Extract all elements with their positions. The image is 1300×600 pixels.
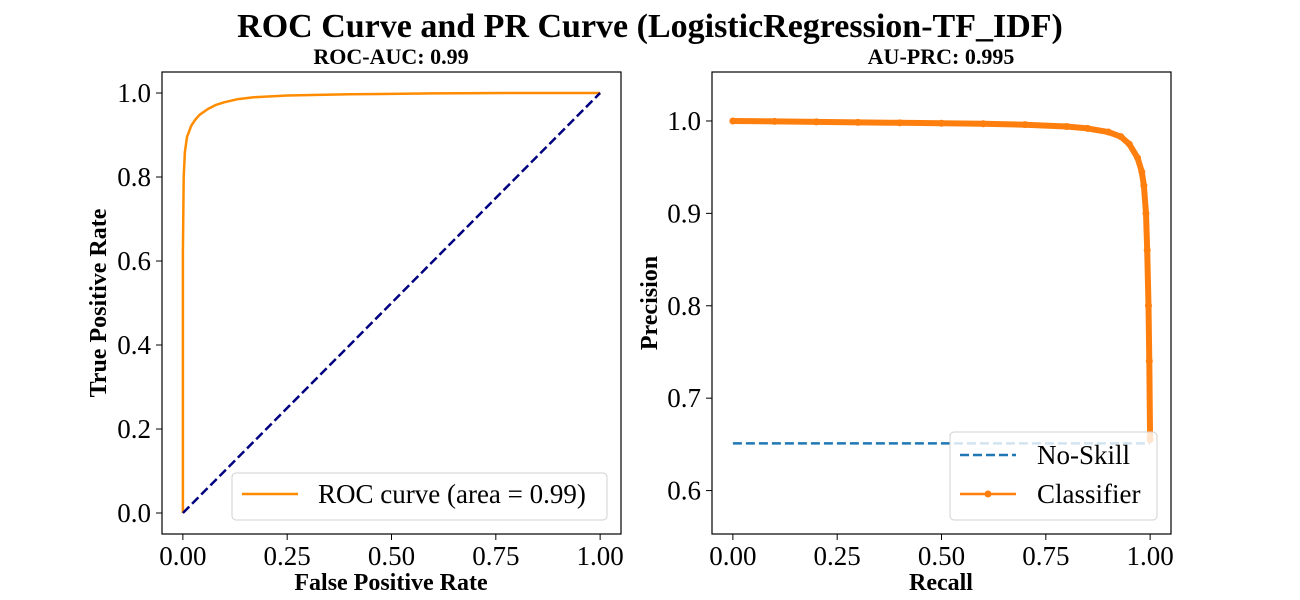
pr-x-tick-label: 0.50 bbox=[918, 541, 965, 571]
pr-x-tick-label: 0.00 bbox=[709, 541, 756, 571]
pr-point bbox=[979, 120, 987, 128]
roc-x-tick-label: 1.00 bbox=[577, 541, 624, 571]
pr-point bbox=[1063, 123, 1071, 131]
pr-x-ticks: 0.00 0.25 0.50 0.75 1.00 bbox=[709, 534, 1174, 571]
roc-series-diagonal-line bbox=[182, 92, 601, 514]
pr-chart: AU-PRC: 0.995 0.00 0.25 0.50 0.75 1.00 0.60.… bbox=[637, 44, 1174, 596]
roc-chart: ROC-AUC: 0.99 0.00 0.25 0.50 0.75 1.00 0.00.… bbox=[86, 44, 624, 596]
roc-x-tick-label: 0.00 bbox=[159, 541, 206, 571]
pr-point bbox=[1084, 124, 1092, 132]
pr-legend-marker-classifier bbox=[984, 490, 992, 498]
roc-x-tick-label: 0.50 bbox=[368, 541, 415, 571]
pr-point bbox=[896, 119, 904, 127]
pr-x-tick-label: 0.75 bbox=[1022, 541, 1069, 571]
pr-y-axis-label: Precision bbox=[637, 256, 663, 350]
pr-x-tick-label: 1.00 bbox=[1127, 541, 1174, 571]
pr-legend-label-noskill: No-Skill bbox=[1037, 440, 1130, 470]
roc-y-tick-label: 0.0 bbox=[117, 498, 151, 528]
roc-x-axis-label: False Positive Rate bbox=[294, 570, 488, 596]
pr-y-tick-label: 0.8 bbox=[667, 291, 701, 321]
roc-legend-box bbox=[231, 472, 608, 521]
roc-y-tick-label: 1.0 bbox=[117, 78, 151, 108]
pr-point bbox=[854, 118, 862, 126]
pr-x-axis-label: Recall bbox=[909, 570, 973, 596]
roc-x-tick-label: 0.75 bbox=[472, 541, 519, 571]
pr-y-tick-label: 0.6 bbox=[667, 476, 701, 506]
pr-point bbox=[938, 119, 945, 127]
pr-point bbox=[1104, 128, 1112, 136]
pr-point bbox=[812, 118, 820, 126]
pr-x-tick-label: 0.25 bbox=[814, 541, 861, 571]
roc-legend: ROC curve (area = 0.99) bbox=[231, 472, 608, 521]
pr-y-ticks: 0.6 0.7 0.8 0.9 1.0 bbox=[667, 106, 712, 506]
pr-point bbox=[1140, 182, 1148, 190]
pr-point bbox=[1145, 357, 1153, 365]
pr-series-classifier-line bbox=[732, 118, 1154, 440]
pr-point bbox=[1117, 133, 1125, 141]
pr-point bbox=[1143, 246, 1151, 254]
figure-title: ROC Curve and PR Curve (LogisticRegressi… bbox=[237, 8, 1063, 45]
pr-point bbox=[1142, 209, 1150, 217]
roc-y-axis-label: True Positive Rate bbox=[86, 208, 112, 397]
pr-point bbox=[1138, 168, 1146, 176]
roc-y-tick-label: 0.2 bbox=[117, 414, 151, 444]
roc-y-tick-label: 0.4 bbox=[117, 330, 151, 360]
pr-y-tick-label: 0.9 bbox=[667, 198, 701, 228]
roc-legend-label: ROC curve (area = 0.99) bbox=[318, 479, 586, 509]
roc-y-tick-label: 0.6 bbox=[117, 246, 151, 276]
roc-x-tick-label: 0.25 bbox=[264, 541, 311, 571]
pr-y-tick-label: 1.0 bbox=[667, 106, 701, 136]
roc-marks bbox=[181, 91, 601, 514]
roc-x-ticks: 0.00 0.25 0.50 0.75 1.00 bbox=[159, 534, 624, 571]
pr-point bbox=[1144, 302, 1152, 310]
pr-legend: No-Skill Classifier bbox=[949, 431, 1158, 521]
roc-series-roc-curve-area-0-99-line bbox=[181, 91, 601, 513]
roc-y-tick-label: 0.8 bbox=[117, 162, 151, 192]
roc-y-ticks: 0.0 0.2 0.4 0.6 0.8 1.0 bbox=[117, 78, 162, 528]
pr-y-tick-label: 0.7 bbox=[667, 383, 701, 413]
pr-point bbox=[1021, 121, 1029, 129]
pr-legend-label-classifier: Classifier bbox=[1037, 479, 1140, 509]
pr-chart-title: AU-PRC: 0.995 bbox=[868, 44, 1015, 69]
pr-point bbox=[1125, 140, 1133, 148]
pr-point bbox=[729, 117, 737, 125]
roc-chart-title: ROC-AUC: 0.99 bbox=[313, 44, 468, 69]
pr-point bbox=[1134, 154, 1142, 162]
pr-point bbox=[771, 117, 779, 125]
pr-marks bbox=[729, 117, 1154, 445]
